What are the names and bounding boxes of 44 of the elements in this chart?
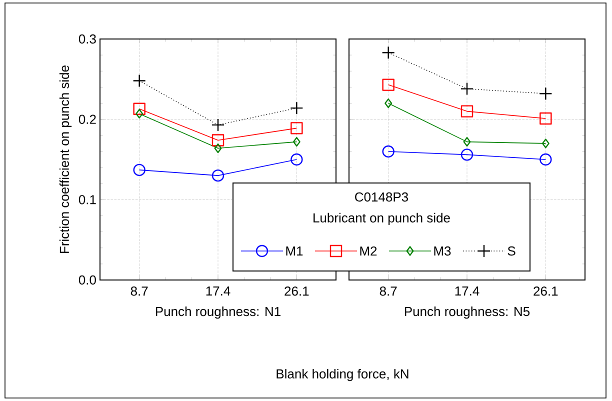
point <box>132 74 146 88</box>
point <box>133 102 146 115</box>
y-tick-label: 0.3 <box>78 34 96 44</box>
x-tick-label: 26.1 <box>534 286 558 296</box>
point <box>214 143 222 154</box>
point <box>460 148 474 161</box>
y-axis-title: Friction coefficient on punch side <box>59 66 72 253</box>
point <box>460 105 474 118</box>
x-axis-title: Punch roughness: N5 <box>404 306 530 319</box>
point <box>290 122 303 134</box>
point <box>542 138 550 148</box>
point <box>292 137 300 147</box>
point <box>382 46 395 60</box>
x-tick-label: 8.7 <box>380 286 397 296</box>
legend-label: M2 <box>360 246 377 256</box>
point <box>384 98 392 108</box>
point <box>382 145 394 158</box>
x-tick-label: 8.7 <box>130 286 148 296</box>
point <box>540 153 552 166</box>
y-tick-label: 0.2 <box>78 114 96 124</box>
x-tick-label: 17.4 <box>455 286 480 296</box>
point <box>539 87 552 100</box>
x-axis-title: Punch roughness: N1 <box>156 306 280 319</box>
point <box>211 118 225 132</box>
x-tick-label: 17.4 <box>206 286 230 296</box>
x-tick-label: 26.1 <box>284 286 309 296</box>
legend-label: S <box>508 246 516 256</box>
point <box>212 169 224 182</box>
point <box>133 164 146 176</box>
point <box>540 112 552 125</box>
text: Blank holding force, kN <box>276 368 408 382</box>
point <box>212 134 224 146</box>
point <box>382 78 394 91</box>
point <box>463 137 471 147</box>
point <box>460 82 474 96</box>
legend-label: M3 <box>434 246 451 256</box>
legend-title: C0148P3 <box>355 192 408 202</box>
y-tick-label: 0.1 <box>78 195 96 204</box>
point <box>290 101 304 115</box>
y-tick-label: 0.0 <box>78 275 96 285</box>
point <box>136 108 144 119</box>
annotation: Lubricant on punch side <box>314 212 450 226</box>
legend-label: M1 <box>286 246 303 256</box>
point <box>290 153 303 166</box>
